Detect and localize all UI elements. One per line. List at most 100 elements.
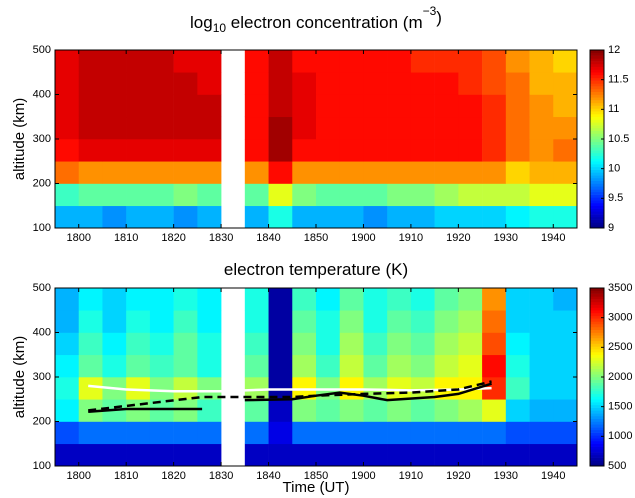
heatmap-cell (126, 183, 151, 207)
heatmap-cell (102, 183, 127, 207)
heatmap-cell (126, 116, 151, 140)
heatmap-cell (102, 354, 127, 378)
heatmap-cell (505, 161, 530, 184)
heatmap-cell (458, 183, 483, 207)
heatmap-cell (339, 50, 364, 73)
heatmap-cell (458, 443, 483, 467)
heatmap-cell (78, 310, 103, 333)
heatmap-cell (55, 50, 80, 73)
colorbar-segment (590, 385, 604, 389)
heatmap-cell (363, 139, 388, 162)
heatmap-cell (102, 421, 127, 445)
heatmap-cell (197, 72, 222, 95)
heatmap-cell (482, 94, 507, 118)
colorbar-segment (590, 313, 604, 317)
heatmap-cell (102, 116, 127, 140)
heatmap-cell (434, 332, 459, 356)
heatmap-cell (387, 139, 412, 162)
colorbar-segment (590, 69, 604, 73)
heatmap-cell (363, 183, 388, 207)
x-tick-label: 1810 (114, 470, 138, 482)
heatmap-cell (55, 139, 80, 162)
heatmap-cell (553, 116, 578, 140)
heatmap-cell (78, 116, 103, 140)
heatmap-cell (482, 310, 507, 333)
colorbar-segment (590, 169, 604, 173)
heatmap-cell (553, 94, 578, 118)
colorbar-tick-label: 9 (608, 222, 614, 234)
heatmap-cell (78, 421, 103, 445)
colorbar-tick-label: 11.5 (608, 74, 629, 86)
colorbar-segment (590, 324, 604, 328)
heatmap-cell (529, 94, 554, 118)
heatmap-cell (78, 161, 103, 184)
heatmap-cell (268, 183, 293, 207)
heatmap-cell (126, 72, 151, 95)
colorbar-segment (590, 164, 604, 168)
heatmap-cell (434, 94, 459, 118)
heatmap-cell (410, 377, 435, 400)
x-tick-label: 1830 (209, 232, 233, 244)
heatmap-cell (505, 421, 530, 445)
colorbar-segment (590, 161, 604, 165)
heatmap-cell (126, 421, 151, 445)
colorbar-segment (590, 438, 604, 442)
heatmap-cell (529, 421, 554, 445)
x-tick-label: 1830 (209, 470, 233, 482)
heatmap-cell (363, 310, 388, 333)
colorbar-segment (590, 446, 604, 450)
colorbar-segment (590, 351, 604, 356)
colorbar-segment (590, 102, 604, 106)
heatmap-cell (78, 377, 103, 400)
heatmap-cell (197, 183, 222, 207)
heatmap-cell (482, 139, 507, 162)
heatmap-cell (126, 94, 151, 118)
heatmap-cell (410, 94, 435, 118)
heatmap-cell (102, 72, 127, 95)
y-tick-label: 400 (33, 326, 51, 338)
y-tick-label: 300 (33, 371, 51, 383)
title-part: log (190, 13, 213, 32)
colorbar-segment (590, 83, 604, 87)
colorbar-segment (590, 413, 604, 417)
colorbar-segment (590, 288, 604, 292)
heatmap-cell (505, 377, 530, 400)
heatmap-cell (78, 139, 103, 162)
colorbar-segment (590, 91, 604, 95)
colorbar-segment (590, 177, 604, 182)
heatmap-cell (458, 354, 483, 378)
heatmap-cell (505, 310, 530, 333)
heatmap-cell (434, 288, 459, 311)
x-tick-label: 1900 (351, 232, 375, 244)
heatmap-cell (292, 443, 317, 467)
heatmap-cell (173, 72, 198, 95)
heatmap-cell (339, 72, 364, 95)
heatmap-cell (316, 332, 341, 356)
colorbar-segment (590, 443, 604, 447)
heatmap-cell (173, 205, 198, 229)
colorbar-segment (590, 299, 604, 303)
heatmap-cell (458, 288, 483, 311)
heatmap-cell (292, 139, 317, 162)
colorbar-segment (590, 315, 604, 319)
heatmap-cell (458, 310, 483, 333)
heatmap-cell (197, 94, 222, 118)
colorbar-segment (590, 58, 604, 62)
heatmap-cell (410, 50, 435, 73)
x-tick-label: 1900 (351, 470, 375, 482)
colorbar-segment (590, 332, 604, 336)
heatmap-cell (197, 310, 222, 333)
x-tick-label: 1910 (399, 470, 423, 482)
heatmap-cell (173, 332, 198, 356)
heatmap-cell (505, 116, 530, 140)
colorbar-segment (590, 219, 604, 223)
heatmap-cell (363, 399, 388, 422)
heatmap-cell (458, 399, 483, 422)
colorbar-segment (590, 144, 604, 148)
colorbar-segment (590, 133, 604, 137)
heatmap-cell (458, 50, 483, 73)
profile-line (88, 384, 492, 393)
heatmap-cell (316, 443, 341, 467)
heatmap-cell (149, 443, 174, 467)
colorbar-segment (590, 418, 604, 422)
